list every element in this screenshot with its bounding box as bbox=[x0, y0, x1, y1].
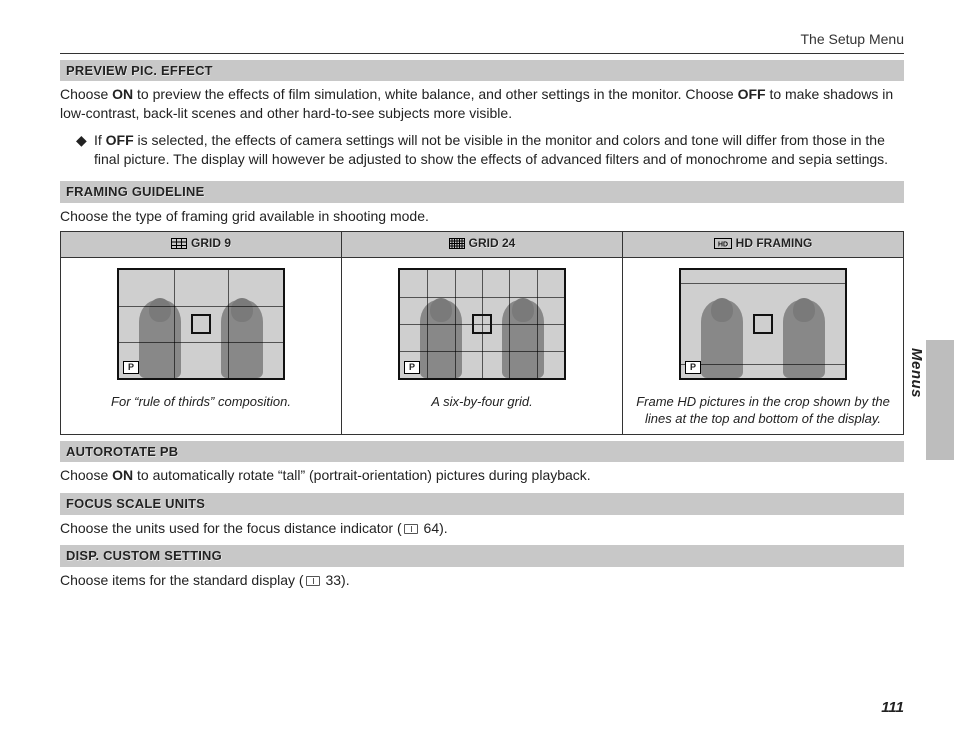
p-mode-badge: P bbox=[685, 361, 701, 374]
col-grid9: GRID 9 bbox=[61, 232, 342, 257]
text: Choose bbox=[60, 86, 112, 102]
grid9-caption: For “rule of thirds” composition. bbox=[61, 391, 342, 435]
text: to preview the effects of film simulatio… bbox=[133, 86, 737, 102]
framing-body: Choose the type of framing grid availabl… bbox=[60, 203, 904, 228]
col-label: GRID 9 bbox=[191, 236, 231, 250]
hd-caption: Frame HD pictures in the crop shown by t… bbox=[623, 391, 904, 435]
focus-body: Choose the units used for the focus dist… bbox=[60, 515, 904, 540]
p-mode-badge: P bbox=[123, 361, 139, 374]
framing-grid-table: GRID 9 GRID 24 HD HD FRAMING P bbox=[60, 231, 904, 434]
p-mode-badge: P bbox=[404, 361, 420, 374]
table-caption-row: For “rule of thirds” composition. A six-… bbox=[61, 391, 904, 435]
on-label: ON bbox=[112, 467, 133, 483]
grid24-icon bbox=[449, 237, 465, 253]
note-text: If OFF is selected, the effects of camer… bbox=[94, 131, 904, 169]
text: Choose the units used for the focus dist… bbox=[60, 520, 402, 536]
text: If bbox=[94, 132, 106, 148]
on-label: ON bbox=[112, 86, 133, 102]
text: 33). bbox=[322, 572, 350, 588]
off-label: OFF bbox=[738, 86, 766, 102]
text: 64). bbox=[420, 520, 448, 536]
grid24-thumbnail: P bbox=[398, 268, 566, 380]
grid9-thumbnail: P bbox=[117, 268, 285, 380]
side-tab bbox=[926, 340, 954, 460]
manual-ref-icon bbox=[404, 524, 418, 534]
note-bullet-icon: ◆ bbox=[76, 131, 94, 169]
grid9-icon bbox=[171, 237, 187, 253]
col-grid24: GRID 24 bbox=[342, 232, 623, 257]
hd-thumbnail: P bbox=[679, 268, 847, 380]
manual-ref-icon bbox=[306, 576, 320, 586]
table-header-row: GRID 9 GRID 24 HD HD FRAMING bbox=[61, 232, 904, 257]
section-autorotate-title: AUTOROTATE PB bbox=[60, 441, 904, 463]
cell-grid9-thumb: P bbox=[61, 257, 342, 390]
page-number: 111 bbox=[881, 698, 904, 718]
section-focus-title: FOCUS SCALE UNITS bbox=[60, 493, 904, 515]
af-box-icon bbox=[472, 314, 492, 334]
text: Choose items for the standard display ( bbox=[60, 572, 304, 588]
col-hd: HD HD FRAMING bbox=[623, 232, 904, 257]
autorotate-body: Choose ON to automatically rotate “tall”… bbox=[60, 462, 904, 487]
section-preview-title: PREVIEW PIC. EFFECT bbox=[60, 60, 904, 82]
col-label: HD FRAMING bbox=[736, 236, 813, 250]
text: to automatically rotate “tall” (portrait… bbox=[133, 467, 591, 483]
af-box-icon bbox=[191, 314, 211, 334]
text: Choose bbox=[60, 467, 112, 483]
section-disp-title: DISP. CUSTOM SETTING bbox=[60, 545, 904, 567]
af-box-icon bbox=[753, 314, 773, 334]
hd-icon: HD bbox=[714, 237, 732, 253]
table-thumb-row: P P bbox=[61, 257, 904, 390]
preview-body: Choose ON to preview the effects of film… bbox=[60, 81, 904, 125]
text: is selected, the effects of camera setti… bbox=[94, 132, 888, 167]
svg-text:HD: HD bbox=[718, 242, 728, 249]
off-label: OFF bbox=[106, 132, 134, 148]
grid24-caption: A six-by-four grid. bbox=[342, 391, 623, 435]
cell-grid24-thumb: P bbox=[342, 257, 623, 390]
breadcrumb: The Setup Menu bbox=[60, 30, 904, 53]
side-label: Menus bbox=[906, 348, 926, 398]
header-rule bbox=[60, 53, 904, 54]
section-framing-title: FRAMING GUIDELINE bbox=[60, 181, 904, 203]
col-label: GRID 24 bbox=[469, 236, 516, 250]
preview-note: ◆ If OFF is selected, the effects of cam… bbox=[60, 125, 904, 175]
disp-body: Choose items for the standard display ( … bbox=[60, 567, 904, 592]
cell-hd-thumb: P bbox=[623, 257, 904, 390]
